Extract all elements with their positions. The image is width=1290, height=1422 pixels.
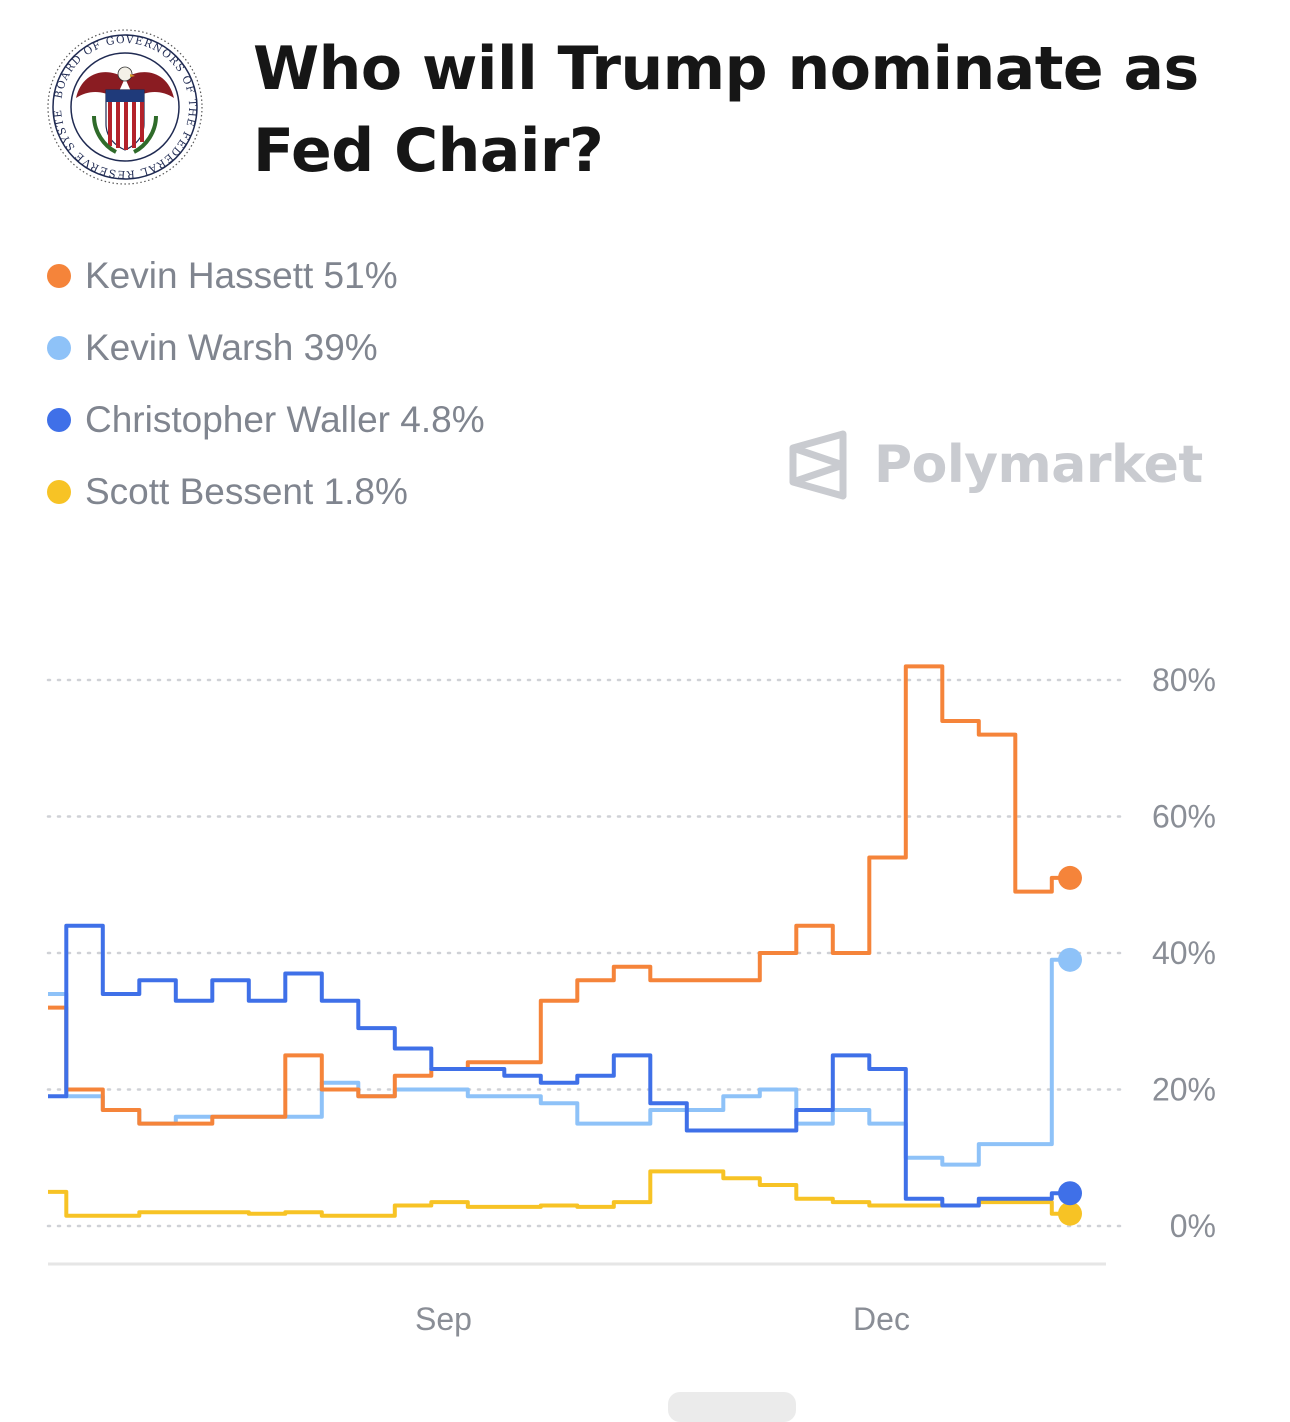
series-line-kevin-hassett[interactable] — [48, 664, 1070, 1126]
y-tick-40: 40% — [1152, 935, 1216, 971]
federal-reserve-seal-icon: BOARD OF GOVERNORS OF THE FEDERAL RESERV… — [40, 19, 204, 186]
y-tick-0: 0% — [1170, 1208, 1216, 1244]
polymarket-brand-text: Polymarket — [874, 435, 1203, 495]
end-marker-kevin-warsh[interactable] — [1058, 947, 1082, 972]
legend-dot-kevin-hassett — [47, 264, 71, 288]
y-tick-60: 60% — [1152, 799, 1216, 835]
x-tick-dec: Dec — [853, 1301, 910, 1337]
legend-dot-christopher-waller — [47, 408, 71, 432]
end-marker-christopher-waller[interactable] — [1058, 1181, 1082, 1206]
series-line-scott-bessent[interactable] — [48, 1169, 1070, 1218]
legend-item-kevin-hassett[interactable]: Kevin Hassett 51% — [47, 240, 485, 312]
legend-dot-scott-bessent — [47, 480, 71, 504]
y-axis-ticks: 80% 60% 40% 20% 0% — [1152, 662, 1216, 1244]
chart-gridlines — [46, 678, 1122, 1228]
end-marker-scott-bessent[interactable] — [1058, 1201, 1082, 1226]
page-title: Who will Trump nominate as Fed Chair? — [253, 34, 1199, 186]
legend-dot-kevin-warsh — [47, 336, 71, 360]
y-tick-20: 20% — [1152, 1072, 1216, 1108]
polymarket-watermark: Polymarket — [788, 430, 1203, 500]
x-tick-sep: Sep — [415, 1301, 472, 1337]
chart-series-lines — [48, 664, 1070, 1218]
legend-label-christopher-waller: Christopher Waller 4.8% — [85, 399, 485, 440]
x-axis-ticks: Sep Dec — [415, 1301, 910, 1337]
polymarket-logo-icon — [789, 430, 847, 500]
end-marker-kevin-hassett[interactable] — [1058, 865, 1082, 890]
legend-label-kevin-warsh: Kevin Warsh 39% — [85, 327, 378, 368]
legend-item-scott-bessent[interactable]: Scott Bessent 1.8% — [47, 456, 485, 528]
legend-item-christopher-waller[interactable]: Christopher Waller 4.8% — [47, 384, 485, 456]
chart-end-markers — [1058, 865, 1082, 1226]
series-line-kevin-warsh[interactable] — [48, 957, 1070, 1167]
legend-label-kevin-hassett: Kevin Hassett 51% — [85, 255, 398, 296]
series-line-christopher-waller[interactable] — [48, 923, 1070, 1208]
y-tick-80: 80% — [1152, 662, 1216, 698]
chart-legend: Kevin Hassett 51% Kevin Warsh 39% Christ… — [47, 240, 485, 528]
legend-item-kevin-warsh[interactable]: Kevin Warsh 39% — [47, 312, 485, 384]
legend-label-scott-bessent: Scott Bessent 1.8% — [85, 471, 408, 512]
scroll-handle[interactable] — [668, 1392, 796, 1422]
